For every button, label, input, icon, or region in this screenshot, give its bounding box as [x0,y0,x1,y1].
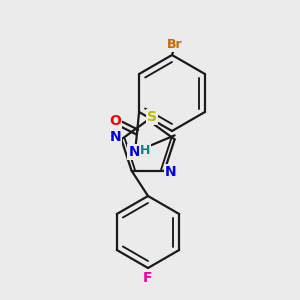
Text: N: N [128,145,140,159]
Text: H: H [140,145,150,158]
Text: S: S [147,110,157,124]
Text: O: O [109,114,121,128]
Text: F: F [143,271,153,285]
Text: N: N [165,165,176,179]
Text: N: N [110,130,121,144]
Text: Br: Br [167,38,183,50]
